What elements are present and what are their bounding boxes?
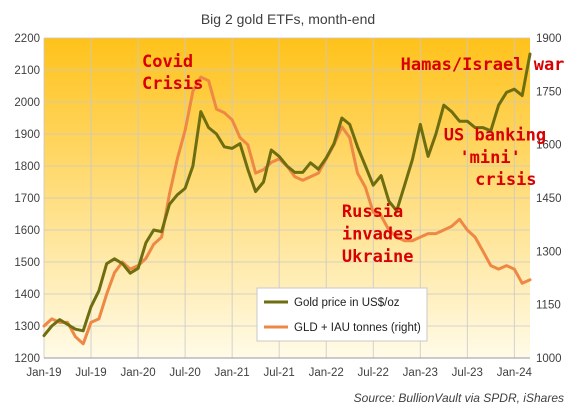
x-tick-label: Jul-22 bbox=[358, 367, 389, 379]
y-left-tick-label: 1500 bbox=[14, 257, 40, 269]
y-left-tick-label: 1600 bbox=[14, 225, 40, 237]
x-tick-label: Jul-20 bbox=[169, 367, 200, 379]
y-left-tick-label: 1300 bbox=[14, 321, 40, 333]
y-left-tick-label: 1900 bbox=[14, 129, 40, 141]
annotation-label: Hamas/Israel war bbox=[401, 55, 565, 75]
annotation-label: 'mini' bbox=[459, 148, 520, 168]
legend: Gold price in US$/oz GLD + IAU tonnes (r… bbox=[257, 288, 427, 341]
x-tick-label: Jul-21 bbox=[263, 367, 294, 379]
x-tick-label: Jul-23 bbox=[452, 367, 483, 379]
y-left-tick-label: 1800 bbox=[14, 161, 40, 173]
y-left-tick-label: 1400 bbox=[14, 289, 40, 301]
y-right-tick-label: 1300 bbox=[536, 246, 562, 258]
annotation-label: invades bbox=[342, 225, 414, 245]
y-right-tick-label: 1000 bbox=[536, 353, 562, 365]
x-tick-label: Jan-21 bbox=[215, 367, 250, 379]
annotation-label: Crisis bbox=[142, 74, 203, 94]
y-left-tick-label: 1200 bbox=[14, 353, 40, 365]
chart-title: Big 2 gold ETFs, month-end bbox=[201, 11, 375, 27]
x-tick-label: Jan-24 bbox=[497, 367, 533, 379]
annotation-label: Russia bbox=[342, 202, 403, 222]
x-tick-label: Jul-19 bbox=[75, 367, 106, 379]
y-right-tick-label: 1900 bbox=[536, 33, 562, 45]
y-right-tick-label: 1450 bbox=[536, 193, 562, 205]
annotation-label: US banking bbox=[444, 125, 546, 145]
legend-entry-tonnes: GLD + IAU tonnes (right) bbox=[294, 322, 421, 334]
y-right-tick-label: 1150 bbox=[536, 300, 561, 312]
y-left-tick-label: 2200 bbox=[14, 33, 40, 45]
y-left-tick-label: 1700 bbox=[14, 193, 40, 205]
y-left-tick-label: 2100 bbox=[14, 65, 40, 77]
y-right-tick-label: 1750 bbox=[536, 86, 562, 98]
annotation-label: Covid bbox=[142, 52, 193, 72]
x-tick-label: Jan-22 bbox=[309, 367, 344, 379]
source-note: Source: BullionVault via SPDR, iShares bbox=[354, 391, 564, 405]
x-tick-label: Jan-20 bbox=[120, 367, 155, 379]
legend-entry-gold: Gold price in US$/oz bbox=[294, 297, 400, 309]
x-tick-label: Jan-23 bbox=[403, 367, 438, 379]
annotation-label: crisis bbox=[475, 170, 536, 190]
y-left-tick-label: 2000 bbox=[14, 97, 40, 109]
x-tick-label: Jan-19 bbox=[26, 367, 61, 379]
annotation-label: Ukraine bbox=[342, 247, 414, 267]
